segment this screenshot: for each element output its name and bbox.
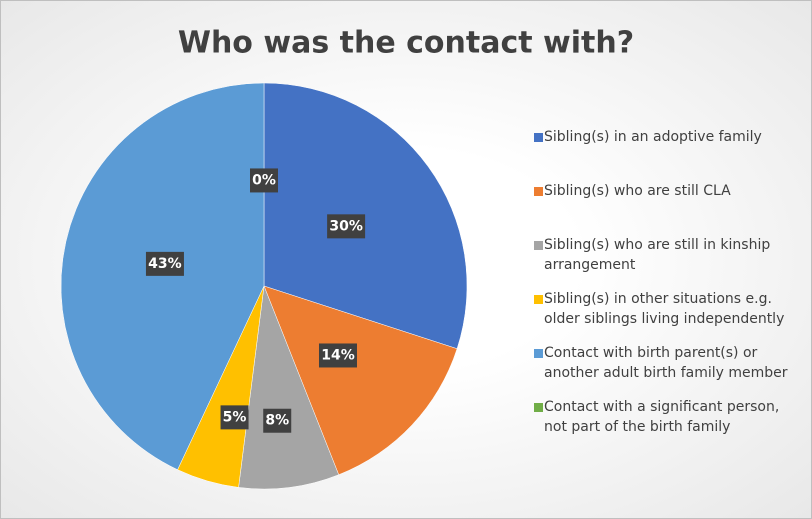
legend-swatch (534, 295, 543, 304)
pie-slice (60, 82, 265, 471)
data-label-box (145, 251, 184, 276)
legend-item: Contact with birth parent(s) or another … (522, 343, 794, 397)
data-label: 43% (148, 256, 182, 272)
legend-label: Sibling(s) who are still CLA (544, 183, 731, 199)
legend-label: Contact with birth parent(s) or another … (544, 345, 788, 381)
pie-slice (238, 285, 340, 490)
pie-slice (263, 285, 458, 476)
data-label: 0% (252, 172, 276, 188)
data-label-box (318, 343, 357, 368)
legend-swatch (534, 241, 543, 250)
legend-swatch (534, 187, 543, 196)
legend-item: Sibling(s) who are still in kinship arra… (522, 235, 794, 289)
legend-item: Contact with a significant person, not p… (522, 397, 794, 451)
pie-slice (263, 82, 468, 350)
data-label-box (220, 405, 249, 430)
legend-item: Sibling(s) in other situations e.g. olde… (522, 289, 794, 343)
legend-item: Sibling(s) in an adoptive family (522, 127, 794, 181)
data-label-box (263, 408, 292, 433)
data-label: 8% (265, 413, 289, 429)
legend-swatch (534, 133, 543, 142)
legend-swatch (534, 349, 543, 358)
legend-label: Sibling(s) in other situations e.g. olde… (544, 291, 785, 327)
data-label: 14% (321, 347, 355, 363)
legend: Sibling(s) in an adoptive family Sibling(… (522, 127, 794, 451)
data-label: 5% (223, 409, 247, 425)
legend-label: Sibling(s) who are still in kinship arra… (544, 237, 771, 273)
legend-label: Sibling(s) in an adoptive family (544, 129, 762, 145)
data-label-box (250, 168, 278, 193)
legend-item: Sibling(s) who are still CLA (522, 181, 794, 235)
data-label-box (327, 214, 366, 239)
data-label: 30% (329, 218, 363, 234)
legend-label: Contact with a significant person, not p… (544, 399, 780, 435)
chart-title: Who was the contact with? (178, 26, 634, 61)
legend-swatch (534, 403, 543, 412)
